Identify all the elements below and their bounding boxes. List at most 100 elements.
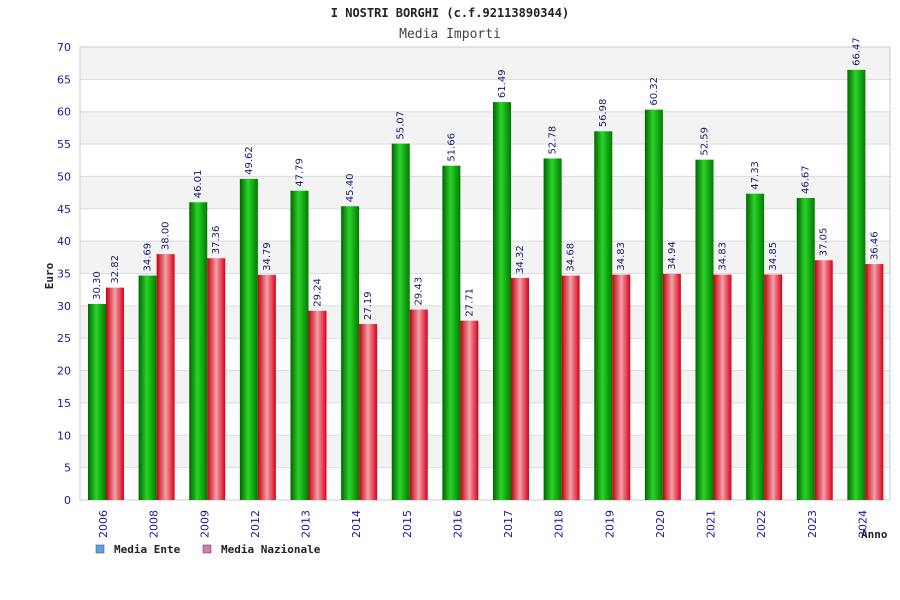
data-label: 66.47 <box>851 37 862 66</box>
y-tick-label: 50 <box>57 170 71 183</box>
x-tick-label: 2008 <box>148 510 161 538</box>
x-tick-label: 2020 <box>654 510 667 538</box>
y-axis-label: Euro <box>43 262 56 289</box>
x-tick-label: 2012 <box>249 510 262 538</box>
bar <box>695 159 714 500</box>
data-label: 32.82 <box>110 255 121 284</box>
y-tick-label: 40 <box>57 235 71 248</box>
y-tick-label: 60 <box>57 106 71 119</box>
x-axis-label: Anno <box>861 528 888 541</box>
bar <box>493 102 511 501</box>
y-tick-label: 70 <box>57 41 71 54</box>
bar <box>865 264 884 500</box>
bar <box>88 303 106 500</box>
data-label: 34.83 <box>616 242 627 271</box>
bar <box>308 310 327 500</box>
grid-band <box>80 144 890 177</box>
bar <box>746 193 765 501</box>
data-label: 34.83 <box>718 242 729 271</box>
bar <box>460 320 479 500</box>
legend-label: Media Nazionale <box>221 543 321 556</box>
bar <box>409 309 428 500</box>
y-tick-label: 10 <box>57 429 71 442</box>
y-tick-label: 35 <box>57 268 71 281</box>
bar <box>594 131 613 500</box>
data-label: 34.32 <box>515 245 526 274</box>
data-label: 45.40 <box>345 174 356 203</box>
bar <box>662 273 681 500</box>
bar <box>814 260 833 500</box>
data-label: 34.68 <box>566 243 577 272</box>
x-tick-label: 2018 <box>553 510 566 538</box>
bar <box>189 202 208 500</box>
data-label: 61.49 <box>497 69 508 98</box>
bar <box>543 158 562 501</box>
grid-band <box>80 79 890 112</box>
y-tick-label: 45 <box>57 203 71 216</box>
x-tick-label: 2016 <box>451 510 464 538</box>
data-label: 37.36 <box>211 226 222 255</box>
chart-title: I NOSTRI BORGHI (c.f.92113890344) <box>331 6 569 20</box>
bar <box>511 277 529 500</box>
data-label: 56.98 <box>598 99 609 128</box>
legend-swatch <box>202 544 212 554</box>
y-tick-label: 0 <box>64 494 71 507</box>
data-label: 49.62 <box>244 146 255 175</box>
data-label: 29.24 <box>313 278 324 307</box>
x-tick-label: 2021 <box>705 510 718 538</box>
bar <box>239 178 258 501</box>
data-label: 52.78 <box>548 126 559 155</box>
bars: 30.30 32.82 34.69 38.00 46.01 37.36 49.62 34.79… <box>88 37 884 501</box>
bar <box>257 274 276 500</box>
bar <box>442 165 461 500</box>
chart-subtitle: Media Importi <box>399 27 501 42</box>
y-tick-label: 5 <box>64 462 71 475</box>
data-label: 34.85 <box>768 242 779 271</box>
bar <box>106 287 124 500</box>
bar <box>764 274 783 500</box>
x-tick-label: 2014 <box>350 510 363 538</box>
x-tick-label: 2015 <box>401 510 414 538</box>
bar <box>207 258 226 500</box>
x-tick-label: 2024 <box>856 510 869 538</box>
data-label: 37.05 <box>819 228 830 257</box>
data-label: 60.32 <box>649 77 660 106</box>
y-tick-label: 25 <box>57 332 71 345</box>
data-label: 34.79 <box>262 242 273 271</box>
x-tick-label: 2023 <box>806 510 819 538</box>
x-axis: 2006 2008 2009 2012 2013 2014 2015 2016 2017 2018… <box>97 510 869 538</box>
data-label: 38.00 <box>161 221 172 250</box>
data-label: 27.71 <box>464 288 475 317</box>
bar <box>612 274 631 500</box>
y-tick-label: 15 <box>57 397 71 410</box>
bar <box>290 190 309 501</box>
data-label: 36.46 <box>869 231 880 260</box>
grid-band <box>80 111 890 145</box>
x-tick-label: 2019 <box>603 510 616 538</box>
bar <box>341 206 360 500</box>
legend: Media Ente Media Nazionale <box>95 543 321 556</box>
data-label: 47.33 <box>750 161 761 190</box>
bar <box>561 275 580 500</box>
bar <box>796 197 815 500</box>
data-label: 55.07 <box>396 111 407 140</box>
x-tick-label: 2017 <box>502 510 515 538</box>
y-axis: 0 5 10 15 20 25 30 35 40 45 50 55 60 65 70 <box>57 41 71 507</box>
bar <box>359 324 378 500</box>
data-label: 46.67 <box>801 165 812 194</box>
y-tick-label: 65 <box>57 73 71 86</box>
data-label: 47.79 <box>295 158 306 187</box>
data-label: 34.69 <box>143 243 154 272</box>
y-tick-label: 55 <box>57 138 71 151</box>
data-label: 29.43 <box>414 277 425 306</box>
x-tick-label: 2022 <box>755 510 768 538</box>
legend-label: Media Ente <box>114 543 181 556</box>
plot-frame <box>79 46 891 501</box>
x-tick-label: 2009 <box>198 510 211 538</box>
bar <box>391 143 410 501</box>
y-tick-label: 30 <box>57 300 71 313</box>
x-tick-label: 2006 <box>97 510 110 538</box>
data-label: 46.01 <box>193 170 204 199</box>
legend-swatch <box>95 544 105 554</box>
bar <box>138 275 157 500</box>
